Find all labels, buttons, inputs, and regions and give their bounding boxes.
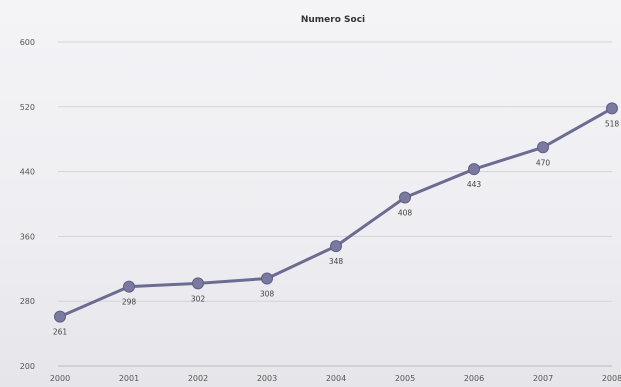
x-tick-label: 2005 bbox=[395, 374, 415, 383]
x-tick-label: 2002 bbox=[188, 374, 208, 383]
data-point bbox=[54, 310, 66, 323]
data-point bbox=[399, 191, 411, 204]
y-tick-label: 520 bbox=[20, 103, 35, 112]
x-tick-label: 2007 bbox=[533, 374, 553, 383]
data-label: 348 bbox=[329, 257, 344, 266]
y-tick-label: 280 bbox=[20, 297, 35, 306]
data-point bbox=[537, 141, 549, 154]
data-point bbox=[330, 240, 342, 253]
data-point bbox=[261, 272, 273, 285]
grid-lines bbox=[58, 41, 612, 367]
data-label: 443 bbox=[467, 180, 482, 189]
y-tick-label: 440 bbox=[20, 168, 35, 177]
data-label: 261 bbox=[53, 328, 68, 337]
data-point bbox=[123, 280, 135, 293]
y-axis: 200 280 360 440 520 600 bbox=[20, 38, 35, 371]
series-line-numero-soci bbox=[59, 107, 613, 318]
y-tick-label: 200 bbox=[20, 362, 35, 371]
x-tick-label: 2008 bbox=[602, 374, 621, 383]
data-label: 408 bbox=[398, 209, 413, 218]
y-tick-label: 600 bbox=[20, 38, 35, 47]
x-tick-label: 2006 bbox=[464, 374, 484, 383]
x-tick-label: 2001 bbox=[119, 374, 139, 383]
data-point bbox=[192, 277, 204, 290]
data-point bbox=[468, 163, 480, 176]
data-points bbox=[54, 102, 618, 323]
x-axis: 2000 2001 2002 2003 2004 2005 2006 2007 2008 bbox=[50, 374, 621, 383]
x-tick-label: 2004 bbox=[326, 374, 346, 383]
data-label: 470 bbox=[536, 158, 551, 167]
chart-title: Numero Soci bbox=[301, 15, 365, 25]
y-tick-label: 360 bbox=[20, 232, 35, 241]
data-labels: 261 298 302 308 348 408 443 470 518 bbox=[53, 119, 620, 336]
data-label: 308 bbox=[260, 290, 275, 299]
x-tick-label: 2003 bbox=[257, 374, 277, 383]
x-tick-label: 2000 bbox=[50, 374, 70, 383]
data-label: 298 bbox=[122, 298, 137, 307]
data-label: 302 bbox=[191, 294, 206, 303]
data-point bbox=[606, 102, 618, 115]
data-label: 518 bbox=[605, 119, 620, 128]
